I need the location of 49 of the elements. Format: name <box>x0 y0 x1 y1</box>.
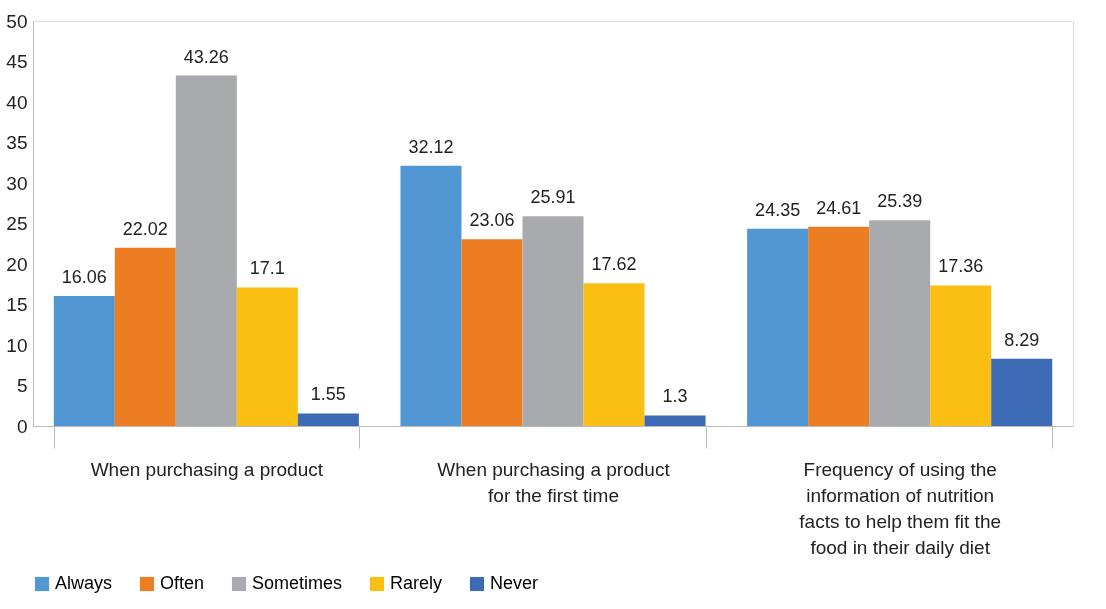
data-label: 32.12 <box>408 136 454 157</box>
data-label: 16.06 <box>61 266 107 287</box>
x-tick-label: Frequency of using the information of nutrition facts to help them fit the food in their daily diet <box>799 458 1002 558</box>
y-tick-label: 10 <box>6 334 28 356</box>
x-tick-label: When purchasing a product for the first time <box>437 458 671 506</box>
data-label: 1.3 <box>662 386 688 407</box>
data-label: 23.06 <box>469 210 515 231</box>
bar <box>236 287 298 426</box>
bar <box>522 216 584 426</box>
bar <box>930 285 992 426</box>
data-label: 1.55 <box>310 384 346 405</box>
bar <box>114 247 176 426</box>
bar <box>53 295 115 426</box>
bar <box>869 220 931 426</box>
legend-label: Often <box>160 573 205 593</box>
bar <box>400 165 462 426</box>
bar <box>644 415 706 426</box>
data-label: 8.29 <box>1004 329 1040 350</box>
bar <box>583 283 645 426</box>
y-tick-label: 40 <box>6 91 28 113</box>
data-label: 24.61 <box>816 197 862 218</box>
data-label: 25.91 <box>530 187 576 208</box>
y-tick-label: 5 <box>16 375 28 396</box>
data-label: 17.36 <box>938 256 984 277</box>
data-label: 24.35 <box>755 199 801 220</box>
y-tick-label: 35 <box>6 132 28 153</box>
bar <box>991 358 1053 426</box>
bar <box>461 239 523 426</box>
bar <box>808 226 870 426</box>
data-label: 25.39 <box>877 191 923 212</box>
y-tick-label: 50 <box>6 10 28 32</box>
y-tick-label: 45 <box>6 51 28 72</box>
y-tick-label: 15 <box>6 294 28 315</box>
y-tick-label: 0 <box>16 415 28 437</box>
bar <box>297 413 359 426</box>
data-label: 17.1 <box>249 258 285 279</box>
data-label: 17.62 <box>591 254 637 275</box>
y-tick-label: 20 <box>6 253 28 275</box>
legend-label: Sometimes <box>252 573 343 593</box>
legend-label: Always <box>55 573 113 593</box>
y-tick-label: 25 <box>6 213 28 234</box>
data-label: 43.26 <box>183 46 229 67</box>
data-label: 22.02 <box>122 218 168 239</box>
bar <box>747 228 809 426</box>
x-tick-label: When purchasing a product <box>90 458 324 480</box>
legend-label: Never <box>490 573 539 593</box>
legend-label: Rarely <box>390 573 443 593</box>
y-tick-label: 30 <box>6 172 28 194</box>
bar <box>175 75 237 426</box>
